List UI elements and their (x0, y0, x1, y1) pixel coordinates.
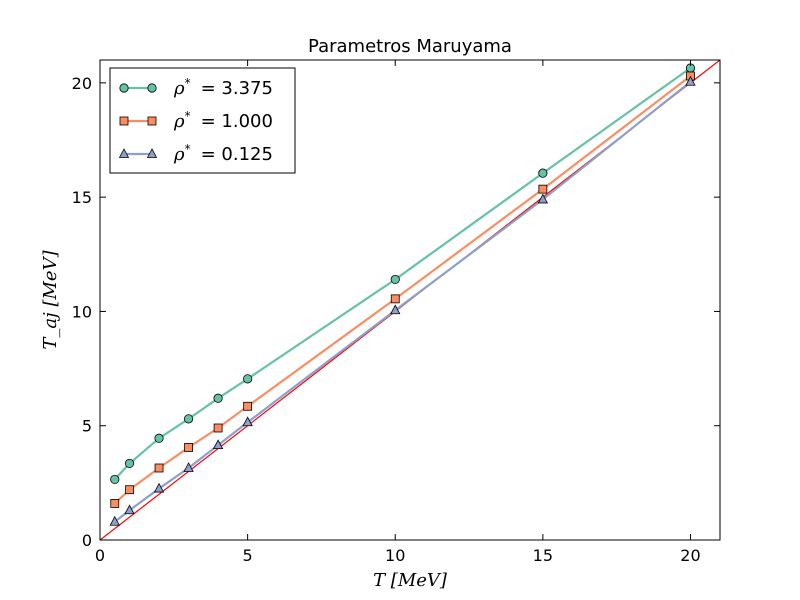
series-1-point (213, 393, 223, 403)
plot-area (100, 60, 720, 540)
x-tick-label: 15 (533, 546, 553, 565)
plot-frame (99, 59, 721, 541)
series-1-point (154, 433, 164, 443)
y-axis: 0 5 10 15 20 (72, 74, 720, 550)
series-3-point (183, 462, 194, 472)
x-tick-label: 10 (385, 546, 405, 565)
legend-label-2: ρ* = 1.000 (173, 109, 273, 132)
series-2-point (390, 294, 400, 304)
x-axis-label: T [MeV] (373, 570, 448, 591)
series-1-point (124, 458, 135, 469)
series-3-point (109, 515, 120, 526)
series-3-point (212, 439, 224, 450)
series-2-point (213, 423, 223, 433)
legend-label-1: ρ* = 3.375 (173, 76, 273, 99)
series-1-point (243, 374, 253, 384)
legend-marker-3 (146, 148, 158, 158)
legend-marker-2 (119, 116, 129, 126)
x-tick-label: 5 (243, 546, 253, 565)
series-2-point (243, 401, 253, 411)
series-2-point (110, 499, 120, 508)
legend-marker-1 (119, 83, 129, 93)
y-tick-label: 0 (82, 531, 92, 550)
series-1-point (110, 474, 120, 485)
x-tick-label: 20 (680, 546, 700, 565)
legend-marker-1 (147, 83, 157, 93)
series-1-point (183, 414, 194, 424)
y-tick-label: 15 (72, 188, 92, 207)
series-2-point (125, 485, 134, 495)
legend: ρ* = 3.375 ρ* = 1.000 ρ* = 0.125 (109, 67, 296, 174)
chart-title: Parametros Maruyama (308, 36, 512, 57)
y-tick-label: 5 (82, 417, 92, 436)
legend-marker-3 (118, 148, 130, 158)
x-tick-label: 0 (95, 546, 105, 565)
series-3-point (124, 504, 135, 515)
legend-label-3: ρ* = 0.125 (173, 142, 273, 165)
legend-marker-2 (147, 116, 157, 126)
series-2-point (154, 463, 164, 473)
series-3-point (685, 75, 696, 86)
series-1-point (538, 168, 548, 178)
series-3-point (153, 482, 165, 493)
y-tick-label: 20 (72, 74, 92, 93)
series-2-point (184, 443, 193, 452)
x-axis: 0 5 10 15 20 (95, 60, 701, 565)
series-2-point (538, 184, 548, 194)
y-axis-label: T_aj [MeV] (40, 249, 61, 349)
series-3-point (390, 304, 401, 315)
series-3-point (537, 193, 549, 204)
y-tick-label: 10 (72, 302, 92, 321)
series-3-point (242, 416, 253, 427)
series-1-point (390, 274, 400, 285)
